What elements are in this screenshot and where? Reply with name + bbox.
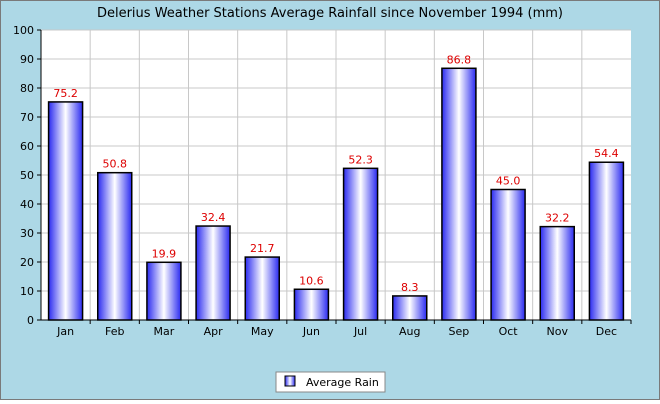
y-tick-label: 10	[20, 285, 34, 298]
value-label-aug: 8.3	[401, 281, 419, 294]
bar-jan	[47, 101, 84, 321]
value-label-may: 21.7	[250, 242, 275, 255]
bar-aug	[392, 295, 428, 321]
bar-sep	[441, 67, 477, 321]
y-tick-label: 70	[20, 111, 34, 124]
y-tick-label: 20	[20, 256, 34, 269]
legend-label-average-rain: Average Rain	[306, 376, 379, 389]
value-labels: 75.2 50.8 19.9 32.4 21.7 10.6 52.3 8.3 86.8 45.0 3…	[53, 53, 618, 294]
value-label-jun: 10.6	[299, 274, 324, 287]
y-tick-label: 30	[20, 227, 34, 240]
y-tick-label: 40	[20, 198, 34, 211]
value-label-nov: 32.2	[545, 212, 570, 225]
y-tick-label: 60	[20, 140, 34, 153]
y-tick-label: 0	[27, 314, 34, 327]
gridlines	[41, 29, 631, 321]
x-tick-label-feb: Feb	[105, 325, 124, 338]
x-tick-label-nov: Nov	[547, 325, 569, 338]
x-tick-label-sep: Sep	[449, 325, 470, 338]
x-tick-label-apr: Apr	[204, 325, 224, 338]
bar-nov	[539, 225, 575, 321]
bar-feb	[97, 171, 133, 321]
bar-dec	[588, 161, 625, 321]
x-tick-label-jan: Jan	[56, 325, 74, 338]
legend: Average Rain	[275, 371, 386, 393]
bar-jun	[293, 288, 330, 321]
x-tick-label-mar: Mar	[154, 325, 175, 338]
bar-apr	[195, 225, 231, 321]
chart-title: Delerius Weather Stations Average Rainfa…	[97, 6, 563, 21]
x-tick-label-jul: Jul	[353, 325, 367, 338]
bar-may	[244, 256, 280, 321]
value-label-oct: 45.0	[496, 175, 521, 188]
value-label-jul: 52.3	[348, 153, 373, 166]
y-tick-label: 90	[20, 53, 34, 66]
value-label-jan: 75.2	[53, 87, 78, 100]
legend-box	[275, 371, 386, 393]
x-axis-ticks: Jan Feb Mar Apr May Jun Jul Aug Sep Oct Nov Dec	[56, 320, 632, 338]
x-tick-label-aug: Aug	[399, 325, 420, 338]
x-tick-label-dec: Dec	[596, 325, 617, 338]
y-tick-label: 100	[13, 24, 34, 37]
x-tick-label-may: May	[251, 325, 274, 338]
value-label-feb: 50.8	[103, 158, 128, 171]
bar-mar	[146, 261, 182, 321]
bar-jul	[342, 167, 379, 321]
bar-oct	[490, 188, 526, 321]
value-label-sep: 86.8	[447, 53, 472, 66]
x-tick-label-oct: Oct	[499, 325, 519, 338]
y-tick-label: 50	[20, 169, 34, 182]
value-label-apr: 32.4	[201, 211, 226, 224]
value-label-mar: 19.9	[152, 247, 177, 260]
value-label-dec: 54.4	[594, 147, 619, 160]
x-tick-label-jun: Jun	[302, 325, 320, 338]
legend-swatch-average-rain	[284, 375, 296, 387]
y-tick-label: 80	[20, 82, 34, 95]
y-axis-ticks: 0 10 20 30 40 50 60 70 80 90 100	[13, 24, 41, 327]
